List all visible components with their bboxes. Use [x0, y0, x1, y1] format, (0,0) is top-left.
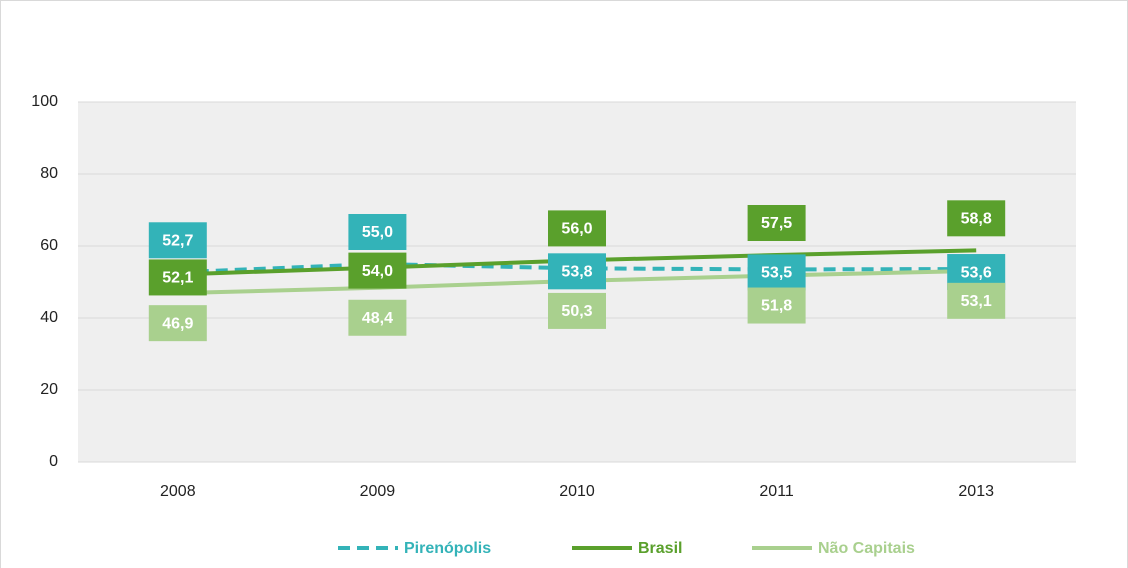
label-box — [148, 305, 207, 342]
data-label: 50,3 — [561, 303, 592, 320]
label-box — [747, 254, 806, 291]
label-box — [148, 222, 207, 259]
y-tick-label: 40 — [40, 309, 58, 326]
data-label: 48,4 — [362, 310, 393, 327]
x-tick-label: 2008 — [160, 483, 196, 500]
data-label: 57,5 — [761, 215, 792, 232]
data-label: 55,0 — [362, 224, 393, 241]
data-label: 53,1 — [961, 293, 992, 310]
label-box — [348, 252, 407, 289]
data-label: 52,7 — [162, 232, 193, 249]
y-tick-label: 60 — [40, 237, 58, 254]
data-label: 53,8 — [561, 264, 592, 281]
y-tick-label: 0 — [49, 453, 58, 470]
data-label: 56,0 — [561, 221, 592, 238]
data-label: 58,8 — [961, 211, 992, 228]
data-label: 54,0 — [362, 263, 393, 280]
legend-label: Pirenópolis — [404, 540, 491, 557]
x-tick-label: 2010 — [559, 483, 595, 500]
y-tick-label: 100 — [31, 93, 58, 110]
data-label: 53,6 — [961, 264, 992, 281]
label-box — [548, 253, 606, 290]
label-box — [747, 205, 806, 241]
label-box — [747, 287, 806, 324]
data-label: 53,5 — [761, 265, 792, 282]
label-box — [348, 214, 407, 250]
legend-label: Brasil — [638, 540, 682, 557]
label-box — [947, 200, 1006, 237]
x-tick-label: 2013 — [958, 483, 994, 500]
data-label: 51,8 — [761, 298, 792, 315]
x-tick-label: 2011 — [759, 483, 794, 500]
legend-label: Não Capitais — [818, 540, 915, 557]
label-box — [348, 299, 407, 336]
data-label: 52,1 — [162, 270, 193, 287]
y-tick-label: 80 — [40, 165, 58, 182]
label-box — [548, 210, 606, 247]
label-box — [148, 259, 207, 296]
label-box — [947, 282, 1006, 319]
y-tick-label: 20 — [40, 381, 58, 398]
x-tick-label: 2009 — [360, 483, 396, 500]
label-box — [548, 292, 606, 329]
data-label: 46,9 — [162, 315, 193, 332]
